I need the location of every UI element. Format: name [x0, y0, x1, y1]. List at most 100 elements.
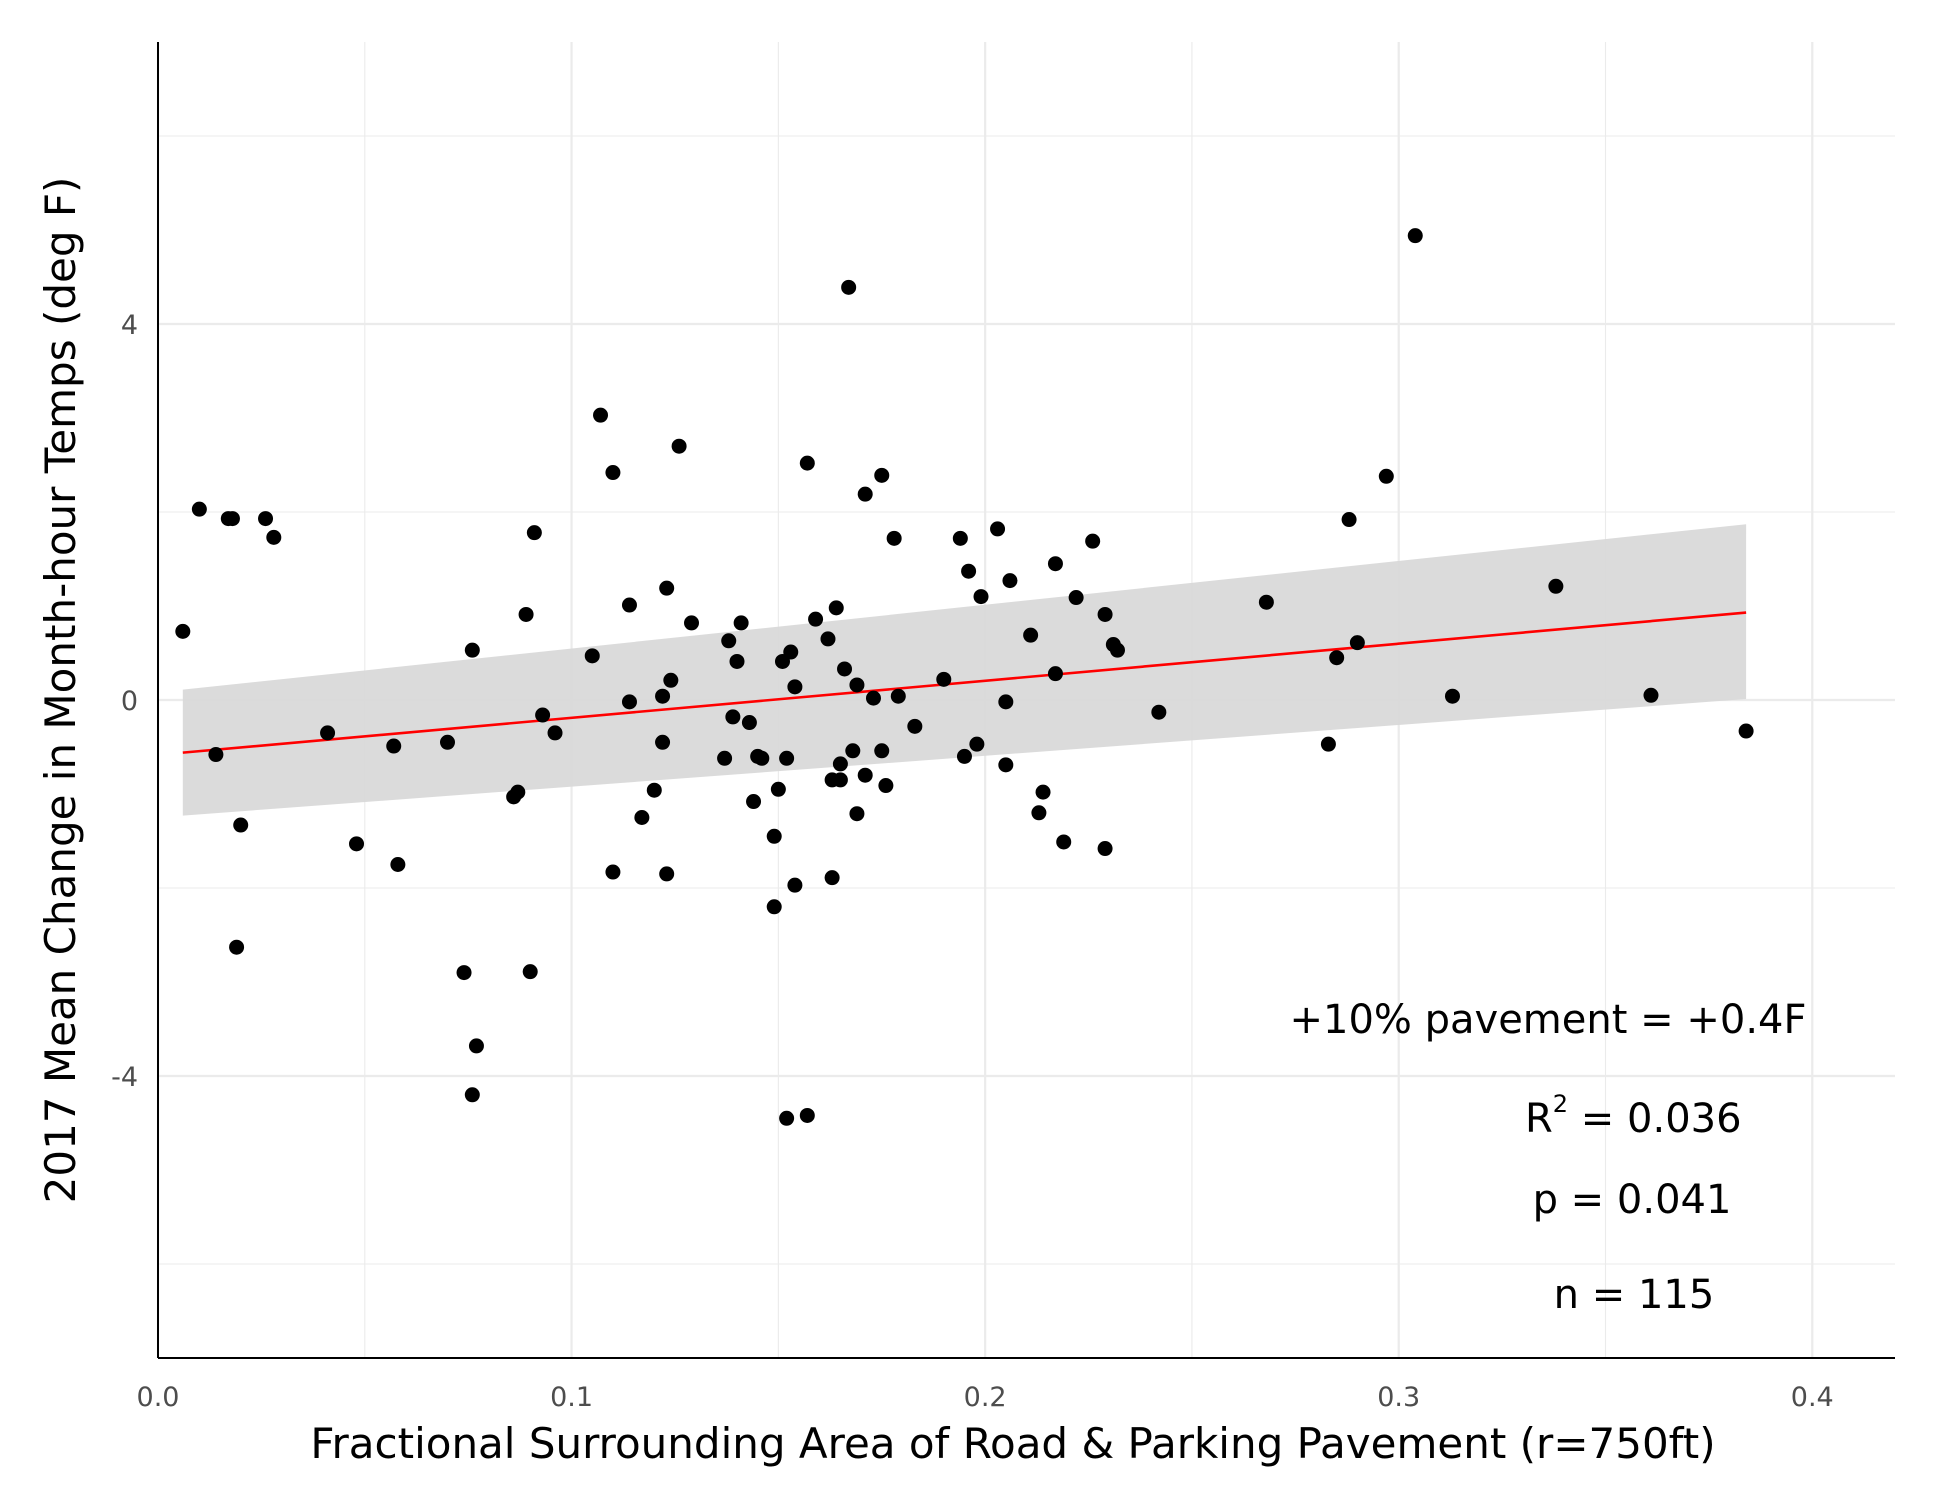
data-point	[832, 772, 848, 788]
data-point	[1151, 704, 1167, 720]
data-point	[841, 279, 857, 295]
axes	[157, 42, 1895, 1359]
data-point	[1047, 556, 1063, 572]
data-point	[1023, 627, 1039, 643]
data-point	[1341, 512, 1357, 528]
data-point	[1031, 805, 1047, 821]
data-point	[865, 690, 881, 706]
data-point	[1035, 784, 1051, 800]
data-point	[733, 615, 749, 631]
data-point	[837, 661, 853, 677]
confidence-band-layer	[182, 524, 1747, 816]
data-point	[621, 597, 637, 613]
data-point	[849, 677, 865, 693]
data-point	[779, 750, 795, 766]
data-point	[605, 465, 621, 481]
data-point	[721, 633, 737, 649]
data-point	[956, 748, 972, 764]
data-point	[1320, 736, 1336, 752]
x-axis-title: Fractional Surrounding Area of Road & Pa…	[310, 1419, 1715, 1468]
data-point	[1097, 606, 1113, 622]
data-point	[1444, 688, 1460, 704]
data-point	[998, 757, 1014, 773]
data-point	[229, 939, 245, 955]
r-squared-superscript: 2	[1553, 1090, 1568, 1118]
y-tick-label: -4	[111, 1062, 138, 1093]
data-point	[787, 679, 803, 695]
data-point	[468, 1038, 484, 1054]
data-point	[1329, 650, 1345, 666]
y-axis-title: 2017 Mean Change in Month-hour Temps (de…	[36, 177, 85, 1204]
data-point	[799, 1107, 815, 1123]
data-point	[1258, 594, 1274, 610]
confidence-band	[182, 524, 1747, 816]
data-point	[634, 810, 650, 825]
data-point	[857, 767, 873, 783]
y-tick-label: 0	[121, 686, 138, 717]
effect-annotation: +10% pavement = +0.4F	[1289, 997, 1806, 1043]
x-tick-label: 0.1	[550, 1382, 593, 1413]
data-point	[849, 806, 865, 822]
data-point	[464, 642, 480, 658]
x-tick-label: 0.0	[137, 1382, 180, 1413]
data-point	[1548, 578, 1564, 594]
data-point	[208, 747, 224, 763]
data-point	[386, 738, 402, 754]
data-point	[464, 1087, 480, 1103]
data-point	[320, 725, 336, 741]
n-annotation: n = 115	[1554, 1272, 1715, 1318]
tick-labels: 0.0 0.1 0.2 0.3 0.4 -4 0 4	[111, 310, 1834, 1413]
x-tick-label: 0.4	[1791, 1382, 1834, 1413]
data-point	[1047, 666, 1063, 682]
r-squared-label: R	[1525, 1096, 1553, 1142]
fit-line-layer	[182, 611, 1747, 754]
data-point	[1056, 834, 1072, 850]
data-point	[593, 407, 609, 423]
data-point	[808, 611, 824, 627]
data-point	[766, 899, 782, 915]
regression-line	[182, 611, 1747, 754]
data-point	[961, 563, 977, 579]
data-point	[828, 600, 844, 616]
data-point	[1002, 573, 1018, 589]
data-point	[874, 467, 890, 483]
data-point	[584, 648, 600, 664]
data-point	[729, 653, 745, 669]
data-point	[655, 734, 671, 750]
data-point	[1109, 642, 1125, 658]
data-point	[518, 606, 534, 622]
data-point	[266, 529, 282, 545]
data-point	[952, 530, 968, 546]
data-point	[1097, 841, 1113, 857]
data-point	[824, 870, 840, 886]
data-point	[783, 644, 799, 660]
data-point	[659, 580, 675, 596]
data-point	[1349, 635, 1365, 651]
data-point	[671, 438, 687, 454]
data-points	[175, 228, 1754, 1126]
data-point	[547, 725, 563, 741]
data-point	[258, 511, 274, 527]
data-point	[770, 781, 786, 797]
data-point	[535, 707, 551, 723]
data-point	[766, 828, 782, 844]
r-squared-value: = 0.036	[1568, 1096, 1741, 1142]
data-point	[1407, 228, 1423, 244]
data-point	[886, 530, 902, 546]
data-point	[998, 694, 1014, 710]
data-point	[907, 718, 923, 734]
data-point	[456, 965, 472, 981]
data-point	[741, 715, 757, 731]
data-point	[663, 672, 679, 688]
data-point	[799, 455, 815, 471]
data-point	[349, 836, 365, 852]
p-value-annotation: p = 0.041	[1533, 1177, 1732, 1223]
data-point	[890, 688, 906, 704]
data-point	[936, 671, 952, 687]
data-point	[787, 877, 803, 893]
r-squared-annotation: R2 = 0.036	[1525, 1090, 1742, 1142]
data-point	[990, 521, 1006, 537]
data-point	[390, 857, 406, 872]
data-point	[191, 501, 207, 517]
